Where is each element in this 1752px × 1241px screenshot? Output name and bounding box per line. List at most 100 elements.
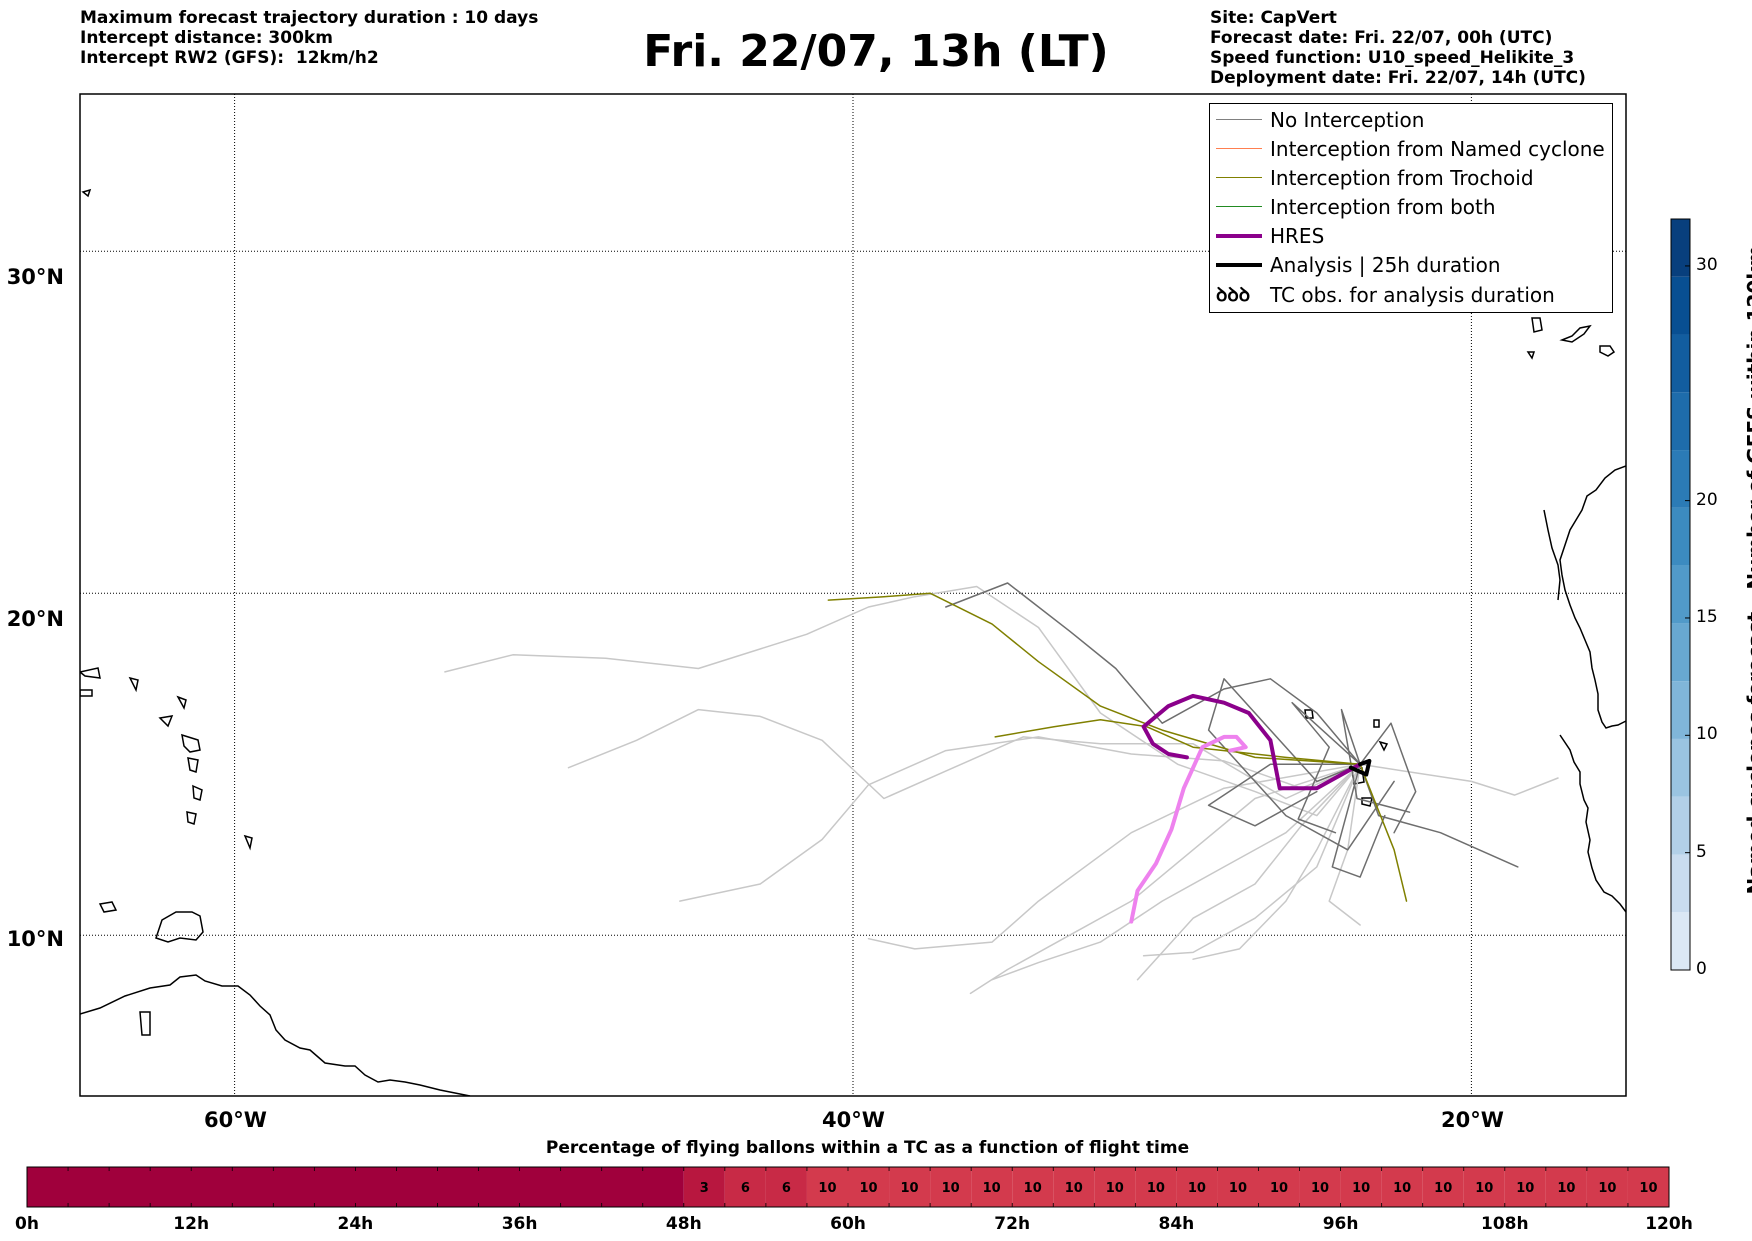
colorbar-segment-3	[1671, 738, 1690, 797]
colorbar-title-text: Named cyclones forecast - Number of GEFS…	[1743, 245, 1752, 895]
trajectory-no-interception-3	[1331, 763, 1386, 878]
flight-bar-tick-label-2: 24h	[337, 1214, 374, 1234]
header-right-line-4: Deployment date: Fri. 22/07, 14h (UTC)	[1210, 68, 1586, 88]
trajectory-light-1	[679, 736, 1361, 902]
flight-bar-tick-label-10: 120h	[1645, 1214, 1693, 1234]
colorbar-segment-12	[1671, 219, 1690, 277]
flight-bar-tick-label-8: 96h	[1322, 1214, 1359, 1234]
trajectory-light-6	[1136, 763, 1361, 981]
colorbar-segment-6	[1671, 565, 1690, 624]
trajectory-no-interception-5	[1207, 763, 1361, 827]
trajectory-light-3	[1359, 763, 1559, 796]
flight-bar-tick-label-6: 72h	[994, 1214, 1031, 1234]
cape-verde-island-5	[1361, 797, 1373, 807]
trajectory-no-interception-6	[1291, 701, 1361, 834]
legend-row-analysis: Analysis | 25h duration	[1210, 252, 1612, 278]
legend-line-named-cyclone	[1216, 148, 1262, 150]
legend-row-hres: HRES	[1210, 223, 1612, 249]
legend-row-no-interception: No Interception	[1210, 107, 1612, 133]
lesser-antilles-10	[243, 834, 253, 851]
africa-coastline	[1559, 465, 1626, 729]
map-frame	[79, 93, 1627, 1097]
trajectory-no-interception-2	[1207, 678, 1395, 851]
legend-line-trochoid	[1216, 177, 1262, 179]
legend-label-both: Interception from both	[1270, 195, 1496, 219]
lesser-antilles-9	[176, 695, 187, 711]
header-right-line-3: Speed function: U10_speed_Helikite_3	[1210, 48, 1575, 68]
cape-verde-island-2	[1373, 719, 1380, 728]
colorbar-segment-7	[1671, 507, 1690, 566]
trajectory-ensemble-highlight	[1129, 734, 1248, 924]
trajectory-light-0	[444, 585, 1361, 817]
colorbar-segment-10	[1671, 334, 1690, 393]
trajectory-trochoid-2	[1359, 763, 1408, 902]
trajectory-light-5	[991, 763, 1361, 981]
trajectory-trochoid-0	[827, 592, 1361, 766]
flight-bar-tick-label-5: 60h	[830, 1214, 866, 1234]
lon-label-60w: 60°W	[204, 1108, 267, 1132]
map-title: Fri. 22/07, 13h (LT)	[643, 26, 1109, 77]
canary-island-2	[1559, 324, 1592, 343]
legend-row-both: Interception from both	[1210, 194, 1612, 220]
colorbar-tick-label-15: 15	[1696, 606, 1718, 627]
flight-bar-tick-label-1: 12h	[173, 1214, 210, 1234]
lat-label-30: 30°N	[6, 265, 64, 289]
caribbean-island-1	[98, 901, 118, 913]
trajectory-light-4	[969, 763, 1361, 995]
tc-symbol-icon: ꝺꝺꝺ	[1216, 284, 1251, 306]
colorbar-tick-label-5: 5	[1696, 841, 1707, 862]
legend-label-trochoid: Interception from Trochoid	[1270, 166, 1534, 190]
legend-line-no-interception	[1216, 119, 1262, 121]
lesser-antilles-4	[186, 811, 197, 825]
legend-label-tc-obs: TC obs. for analysis duration	[1270, 283, 1555, 307]
trajectory-no-interception-4	[1359, 722, 1417, 834]
lesser-antilles-8	[158, 715, 174, 728]
legend-line-hres	[1216, 234, 1262, 238]
colorbar-segment-9	[1671, 392, 1690, 451]
trajectory-light-8	[1192, 763, 1361, 960]
trajectory-no-interception-1	[1359, 763, 1519, 868]
flight-bar-title: Percentage of flying ballons within a TC…	[545, 1138, 1190, 1158]
cape-verde-island-1	[1304, 709, 1314, 719]
africa-coastline-south	[1559, 734, 1626, 913]
colorbar-tick-label-0: 0	[1696, 959, 1707, 979]
colorbar-segment-1	[1671, 854, 1690, 913]
trajectory-light-2	[567, 708, 1361, 800]
canary-island-4	[1526, 351, 1536, 360]
legend-label-hres: HRES	[1270, 224, 1325, 248]
colorbar-tick-label-30: 30	[1696, 254, 1718, 275]
lesser-antilles-1	[181, 733, 201, 753]
lon-label-40w: 40°W	[822, 1108, 885, 1132]
colorbar-segment-4	[1671, 681, 1690, 739]
trajectory-no-interception-0	[945, 582, 1361, 766]
trajectory-hres	[1141, 693, 1363, 791]
trajectory-light-10	[1328, 763, 1361, 926]
map-content	[80, 94, 1626, 1096]
colorbar-frame	[1670, 218, 1691, 971]
lesser-antilles-7	[128, 676, 139, 693]
trajectories	[444, 582, 1559, 995]
trajectory-analysis	[1348, 758, 1372, 777]
legend-row-tc-obs: ꝺꝺꝺ TC obs. for analysis duration	[1210, 282, 1612, 308]
lesser-antilles-6	[80, 689, 93, 697]
colorbar-segment-5	[1671, 623, 1690, 682]
colorbar-segment-0	[1671, 912, 1690, 970]
flight-bar-tick-label-0: 0h	[15, 1214, 39, 1234]
legend-label-analysis: Analysis | 25h duration	[1270, 253, 1501, 277]
legend-line-analysis	[1216, 263, 1262, 267]
colorbar-title: Named cyclones forecast - Number of GEFS…	[1735, 170, 1752, 970]
legend: No Interception Interception from Named …	[1209, 103, 1613, 313]
colorbar-tick-label-20: 20	[1696, 489, 1718, 510]
legend-line-both	[1216, 206, 1262, 208]
caribbean-island-trinidad	[155, 911, 204, 943]
colorbar-segment-8	[1671, 450, 1690, 508]
trajectory-light-9	[867, 763, 1361, 950]
gridlines	[80, 94, 1626, 1096]
canary-island-3	[1599, 345, 1616, 357]
lesser-antilles-5	[80, 667, 101, 679]
canary-island-1	[1531, 317, 1543, 333]
colorbar-segment-2	[1671, 796, 1690, 855]
colorbar-segment-11	[1671, 276, 1690, 335]
header-left-line-1: Maximum forecast trajectory duration : 1…	[80, 8, 539, 28]
